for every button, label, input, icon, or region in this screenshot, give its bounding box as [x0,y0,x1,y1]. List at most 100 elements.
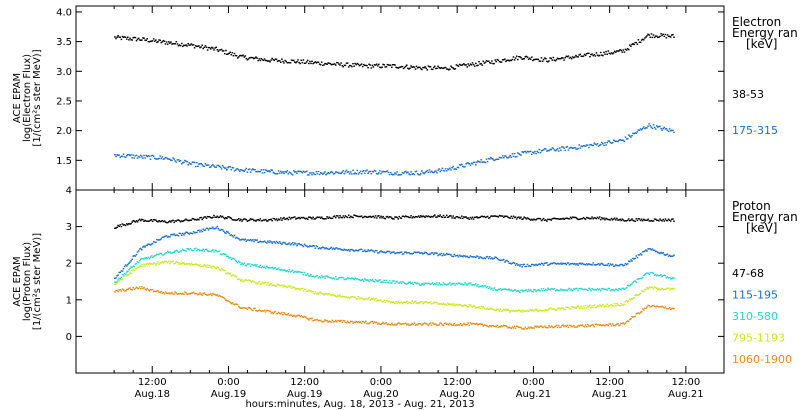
data-point [169,293,171,295]
data-point [556,148,559,150]
data-point [366,65,368,67]
data-point [620,263,622,266]
data-point [557,308,560,310]
data-point [644,37,646,39]
data-point [182,45,184,48]
data-point [399,66,402,68]
data-point [174,262,176,264]
data-point [184,263,186,265]
data-point [665,308,668,310]
data-point [280,269,282,271]
data-point [184,232,186,235]
data-point [310,317,312,320]
data-point [655,219,658,221]
data-point [496,289,499,291]
data-point [216,294,219,296]
data-point [594,288,597,291]
data-point [647,33,649,35]
data-point [602,218,604,220]
data-point [324,218,326,220]
data-point [401,65,404,68]
data-point [405,301,407,304]
data-point [305,317,308,319]
data-point [235,55,238,57]
data-point [620,302,622,305]
data-point [183,293,185,295]
data-point [449,282,451,284]
data-point [577,218,579,221]
data-point [582,325,585,327]
data-point [362,170,365,172]
data-point [346,297,349,299]
data-point [653,126,656,129]
data-point [566,217,569,219]
data-point [224,253,226,255]
data-point [549,326,551,328]
data-point [394,216,396,218]
data-point [461,215,463,217]
data-point [473,256,476,258]
data-point [518,326,520,328]
data-point [555,218,558,220]
data-point [640,129,643,131]
data-point [456,216,459,218]
data-point [364,278,366,280]
data-point [136,157,139,159]
data-point [471,256,474,258]
data-point [482,325,485,327]
data-point [375,217,378,219]
data-point [127,154,129,156]
data-point [570,326,573,328]
data-point [511,217,514,219]
data-point [270,241,272,243]
data-point [301,61,304,64]
data-point [660,33,662,35]
data-point [547,218,549,221]
data-point [555,324,558,327]
data-point [506,156,508,159]
data-point [286,243,289,246]
data-point [316,173,319,175]
data-point [357,63,360,66]
data-point [456,166,459,168]
data-point [236,57,239,59]
data-point [637,39,640,41]
data-point [435,301,437,304]
data-point [326,63,328,65]
data-point [567,306,570,309]
data-point [163,253,166,255]
data-point [138,156,141,158]
data-point [389,64,392,66]
data-point [594,55,597,57]
data-point [543,325,546,327]
data-point [540,325,543,327]
data-point [179,263,182,265]
data-point [401,253,404,255]
data-point [660,274,662,276]
data-point [443,66,446,69]
data-point [285,243,287,245]
data-point [659,252,661,255]
data-point [208,227,211,229]
data-point [617,50,619,52]
data-point [142,258,144,260]
data-point [275,240,278,243]
data-point [243,239,245,241]
data-point [191,292,194,294]
data-point [351,248,353,251]
data-point [174,160,176,162]
data-point [380,172,382,175]
data-point [486,307,489,309]
data-point [287,271,290,273]
data-point [487,217,490,219]
data-point [238,56,240,58]
data-point [509,59,511,61]
data-point [419,66,421,68]
data-point [421,68,423,71]
data-point [135,253,138,256]
data-point [312,275,314,277]
data-point [529,326,532,328]
data-point [495,326,497,328]
data-point [654,128,657,130]
data-point [559,289,561,292]
